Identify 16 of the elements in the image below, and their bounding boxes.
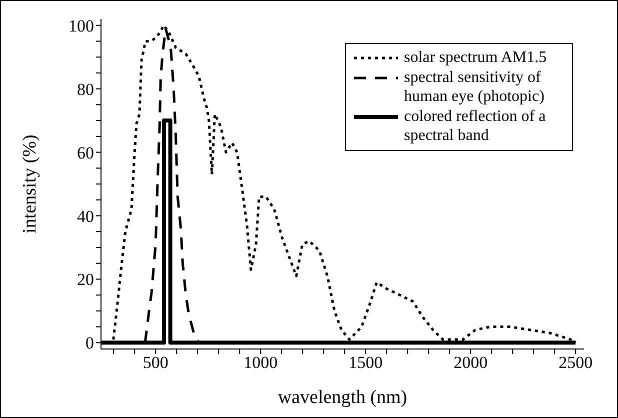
y-tick-label: 20 (77, 270, 94, 290)
x-tick-label: 1000 (244, 353, 278, 372)
legend-label: solar spectrum AM1.5 (404, 48, 548, 67)
x-tick-label: 2000 (454, 353, 488, 372)
legend-label: spectral sensitivity of human eye (photopic) (404, 68, 546, 106)
y-tick-label: 0 (86, 334, 94, 353)
y-tick-label: 60 (77, 143, 94, 162)
x-axis-title: wavelength (nm) (278, 387, 408, 408)
y-axis-title: intensity (%) (20, 134, 41, 234)
x-tick-label: 2500 (558, 353, 593, 372)
legend-label: colored reflection of a spectral band (404, 107, 547, 145)
y-tick-label: 80 (77, 80, 94, 99)
x-tick-label: 1500 (348, 353, 383, 372)
y-tick-label: 40 (77, 206, 94, 226)
x-tick-label: 500 (142, 353, 168, 372)
y-tick-label: 100 (68, 16, 94, 36)
